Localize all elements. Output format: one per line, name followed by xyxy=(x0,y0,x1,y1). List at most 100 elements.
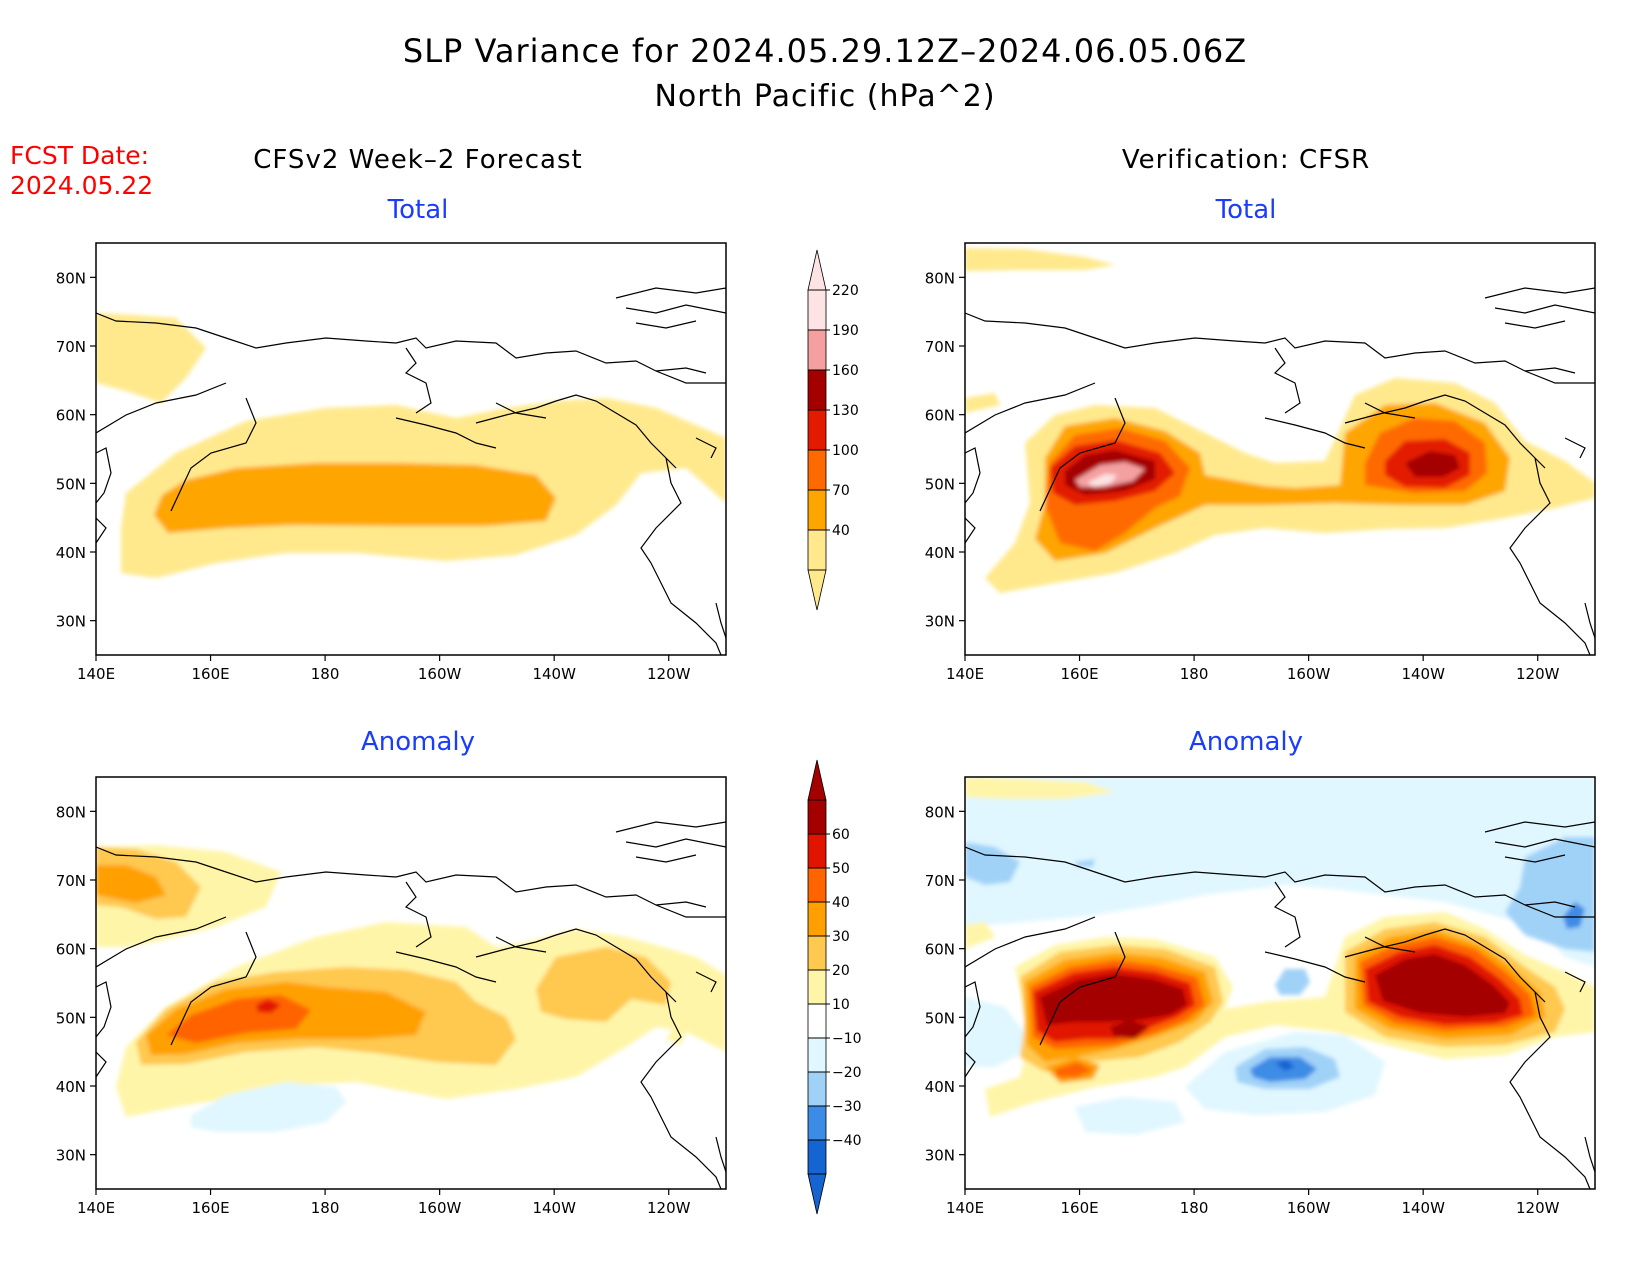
colorbar-swatch xyxy=(808,868,826,902)
colorbar-label: 60 xyxy=(832,827,850,843)
lon-tick-label: 160E xyxy=(1060,1199,1098,1217)
colorbar-arrow-bottom xyxy=(807,1173,827,1215)
coastline xyxy=(695,437,717,459)
coastline xyxy=(1509,457,1591,655)
coastline xyxy=(625,304,726,314)
lat-tick-label: 50N xyxy=(56,1009,86,1027)
colorbar-swatch xyxy=(808,410,826,450)
coastline xyxy=(1264,871,1595,918)
coastline xyxy=(96,916,227,968)
shading-verification-anomaly xyxy=(965,777,1595,1135)
lat-tick-label: 80N xyxy=(56,269,86,287)
colorbar-swatch xyxy=(808,834,826,868)
colorbar-label: 40 xyxy=(832,895,850,911)
map-panel-forecast-anomaly: 140E 160E 180 160W 140W 120W 80N 70N 60N 50N 40N 30… xyxy=(56,776,727,1217)
colorbar-swatch xyxy=(808,330,826,370)
colorbar-swatch xyxy=(808,370,826,410)
frame-forecast-anomaly xyxy=(95,776,727,1190)
coastlines-forecast-anomaly xyxy=(96,821,726,1189)
lat-tick-label: 60N xyxy=(56,407,86,425)
panel-label-forecast-anomaly: Anomaly xyxy=(361,727,475,757)
lon-tick-label: 160E xyxy=(191,1199,229,1217)
title-line-2: North Pacific (hPa^2) xyxy=(654,79,995,114)
axes-forecast-anomaly: 140E 160E 180 160W 140W 120W 80N 70N 60N 50N 40N 30… xyxy=(56,803,691,1217)
colorbar-swatch xyxy=(808,1140,826,1174)
coastline xyxy=(1039,397,1126,512)
colorbar-total: 40 70 100 130 160 190 220 xyxy=(807,249,859,611)
coastline xyxy=(965,1051,976,1078)
lat-tick-label: 30N xyxy=(56,1147,86,1165)
lat-tick-label: 70N xyxy=(56,338,86,356)
colorbar-label: −30 xyxy=(832,1099,862,1115)
lon-tick-label: 120W xyxy=(647,1199,691,1217)
coastline xyxy=(96,981,112,1038)
lon-tick-label: 160W xyxy=(1287,1199,1331,1217)
coastline xyxy=(1264,337,1595,384)
lon-tick-label: 160W xyxy=(418,1199,462,1217)
coastline xyxy=(475,928,677,1003)
colorbar-arrow-top xyxy=(807,249,827,291)
coastline xyxy=(1504,854,1566,863)
coastline xyxy=(965,517,976,544)
coastline xyxy=(1584,1136,1595,1173)
lon-tick-label: 140W xyxy=(1401,1199,1445,1217)
title-line-1: SLP Variance for 2024.05.29.12Z–2024.06.… xyxy=(403,32,1247,70)
axes-forecast-total: 140E 160E 180 160W 140W 120W 80N 70N 60N 50N 40N 30… xyxy=(56,269,691,683)
coastline xyxy=(615,287,726,299)
lat-tick-label: 60N xyxy=(56,941,86,959)
colorbar-swatch xyxy=(808,936,826,970)
colorbar-label: 50 xyxy=(832,861,850,877)
colorbar-label: 30 xyxy=(832,929,850,945)
coastline xyxy=(1509,991,1591,1189)
coastline xyxy=(1494,304,1595,314)
lat-tick-label: 30N xyxy=(925,1147,955,1165)
coastline xyxy=(1484,821,1595,833)
colorbar-swatch xyxy=(808,450,826,490)
colorbar-label: 20 xyxy=(832,963,850,979)
colorbar-swatch xyxy=(808,970,826,1004)
lon-tick-label: 120W xyxy=(1516,1199,1560,1217)
lon-tick-label: 120W xyxy=(647,665,691,683)
right-column-header: Verification: CFSR xyxy=(1122,145,1370,175)
coastline xyxy=(715,602,726,639)
colorbar-label: 190 xyxy=(832,323,859,339)
colorbar-swatch xyxy=(808,1072,826,1106)
coastline xyxy=(96,517,107,544)
lat-tick-label: 80N xyxy=(925,269,955,287)
lon-tick-label: 140E xyxy=(946,665,984,683)
coastline xyxy=(395,951,497,983)
lat-tick-label: 40N xyxy=(925,1078,955,1096)
coastline xyxy=(695,971,717,993)
lon-tick-label: 160W xyxy=(418,665,462,683)
coastline xyxy=(635,320,697,329)
lat-tick-label: 50N xyxy=(925,475,955,493)
lon-tick-label: 140W xyxy=(1401,665,1445,683)
lat-tick-label: 50N xyxy=(56,475,86,493)
panel-label-verification-anomaly: Anomaly xyxy=(1189,727,1303,757)
lon-tick-label: 140E xyxy=(946,1199,984,1217)
colorbar-label: 160 xyxy=(832,363,859,379)
coastlines-forecast-total xyxy=(96,287,726,655)
colorbar-label: −10 xyxy=(832,1031,862,1047)
frame-verification-anomaly xyxy=(964,776,1596,1190)
coastline xyxy=(965,447,981,504)
coastline xyxy=(615,821,726,833)
lat-tick-label: 60N xyxy=(925,407,955,425)
coastline xyxy=(1494,838,1595,848)
coastline xyxy=(1039,931,1126,1046)
coastline xyxy=(640,457,722,655)
coastline xyxy=(96,846,397,883)
lat-tick-label: 30N xyxy=(925,613,955,631)
map-panel-verification-anomaly: 140E 160E 180 160W 140W 120W 80N 70N 60N 50N 40N 30… xyxy=(925,776,1596,1217)
coastline xyxy=(404,347,432,414)
colorbar-swatch xyxy=(808,490,826,530)
coastline xyxy=(1264,417,1366,449)
lat-tick-label: 40N xyxy=(56,1078,86,1096)
coastline xyxy=(965,312,1266,349)
lat-tick-label: 40N xyxy=(56,544,86,562)
axes-verification-total: 140E 160E 180 160W 140W 120W 80N 70N 60N 50N 40N 30… xyxy=(925,269,1560,683)
coastline xyxy=(655,901,707,908)
frame-forecast-total xyxy=(95,242,727,656)
left-column-header: CFSv2 Week–2 Forecast xyxy=(253,145,582,175)
coastline xyxy=(170,931,257,1046)
